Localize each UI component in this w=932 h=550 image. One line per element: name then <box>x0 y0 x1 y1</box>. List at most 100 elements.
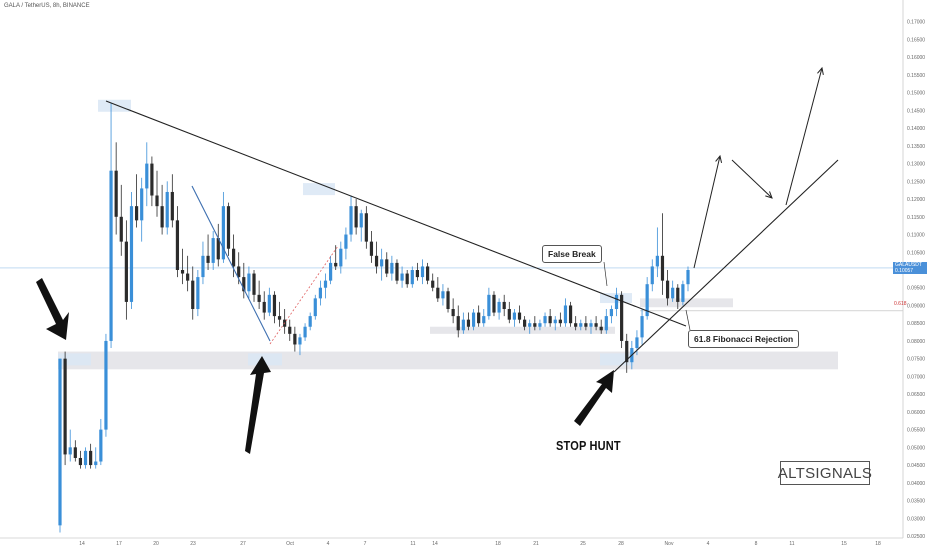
candle-body <box>579 323 583 327</box>
brand-text: ALTSIGNALS <box>777 464 873 482</box>
candle-body <box>471 312 476 327</box>
candle-body <box>461 319 465 331</box>
candle-body <box>395 262 399 281</box>
candle-body <box>528 323 532 327</box>
candle-body <box>650 266 654 285</box>
candle-body <box>354 206 358 228</box>
x-tick-label: 7 <box>364 541 367 547</box>
candle-body <box>558 319 562 324</box>
altsignals-logo: ALTSIGNALS <box>777 461 873 485</box>
y-tick-label: 0.04500 <box>907 463 925 469</box>
x-tick-label: 11 <box>789 541 794 547</box>
candle-body <box>231 248 236 267</box>
candle-body <box>405 273 409 285</box>
candle-body <box>543 316 547 324</box>
candle-body <box>303 326 307 338</box>
candle-body <box>451 309 455 317</box>
candle-body <box>94 461 98 466</box>
candle-body <box>277 316 282 320</box>
y-tick-label: 0.09000 <box>907 303 925 309</box>
candlestick-series <box>58 103 690 533</box>
pivot-highlight-box <box>58 353 91 366</box>
candle-body <box>237 266 241 278</box>
candle-body <box>129 206 134 302</box>
x-tick-label: 18 <box>875 541 881 547</box>
y-tick-label: 0.11000 <box>907 233 925 239</box>
candle-body <box>170 191 174 221</box>
y-tick-label: 0.16500 <box>907 37 925 43</box>
candle-body <box>293 333 297 345</box>
candle-body <box>517 312 522 320</box>
candle-body <box>374 255 379 267</box>
candle-body <box>109 170 113 341</box>
candle-body <box>502 301 506 310</box>
y-tick-label: 0.08000 <box>907 339 925 345</box>
chart-header: GALA / TetherUS, 8h, BINANCE <box>4 3 90 9</box>
candle-body <box>262 301 266 313</box>
candle-body <box>568 305 573 324</box>
candle-body <box>671 287 675 299</box>
candle-body <box>436 287 440 299</box>
x-tick-label: 18 <box>495 541 501 547</box>
candle-body <box>655 255 659 267</box>
candle-body <box>252 273 256 295</box>
candle-body <box>599 326 603 331</box>
candle-body <box>334 262 338 267</box>
x-tick-label: 25 <box>580 541 586 547</box>
candle-body <box>58 358 62 526</box>
x-tick-label: 14 <box>79 541 85 547</box>
candle-body <box>369 241 374 256</box>
x-tick-label: 20 <box>153 541 159 547</box>
candle-body <box>344 234 348 249</box>
y-tick-label: 0.13000 <box>907 162 925 168</box>
y-tick-label: 0.12500 <box>907 179 925 185</box>
y-tick-label: 0.05000 <box>907 445 925 451</box>
x-tick-label: 21 <box>533 541 539 547</box>
candle-body <box>477 312 481 324</box>
candle-body <box>124 241 128 302</box>
x-tick-label: 11 <box>410 541 415 547</box>
candle-body <box>589 323 593 327</box>
candle-body <box>329 262 333 281</box>
candle-body <box>640 316 644 338</box>
y-tick-label: 0.17000 <box>907 20 925 26</box>
candle-body <box>211 238 215 263</box>
candle-body <box>313 298 317 317</box>
x-tick-label: 14 <box>432 541 438 547</box>
projection-arrow-down <box>731 159 773 199</box>
descending-trendline <box>105 100 687 327</box>
candle-body <box>78 457 83 466</box>
arrow-head <box>817 66 824 75</box>
candle-body <box>104 340 108 430</box>
candle-body <box>410 270 414 285</box>
candle-body <box>318 287 322 299</box>
y-tick-label: 0.12000 <box>907 197 925 203</box>
candle-body <box>150 163 154 196</box>
y-tick-label: 0.06500 <box>907 392 925 398</box>
zone-consolidation <box>430 326 615 334</box>
candle-body <box>359 213 363 228</box>
candle-body <box>206 255 210 263</box>
candle-body <box>635 337 639 349</box>
candle-body <box>604 316 608 331</box>
candle-body <box>191 280 195 310</box>
zone-support <box>58 351 838 370</box>
candle-body <box>466 319 471 327</box>
candle-body <box>89 450 93 466</box>
candle-body <box>548 316 552 324</box>
candle-body <box>609 309 614 317</box>
y-tick-label: 0.14500 <box>907 108 925 114</box>
candle-body <box>155 195 159 207</box>
candle-body <box>119 216 123 242</box>
x-tick-label: 27 <box>240 541 246 547</box>
candle-body <box>507 309 511 320</box>
candle-body <box>364 213 368 242</box>
candle-body <box>614 294 619 310</box>
x-tick-label: 15 <box>841 541 847 547</box>
y-tick-label: 0.05500 <box>907 428 925 434</box>
candle-body <box>620 294 624 341</box>
y-tick-label: 0.02500 <box>907 534 925 540</box>
left-arrow <box>36 278 69 340</box>
candle-body <box>676 287 680 302</box>
